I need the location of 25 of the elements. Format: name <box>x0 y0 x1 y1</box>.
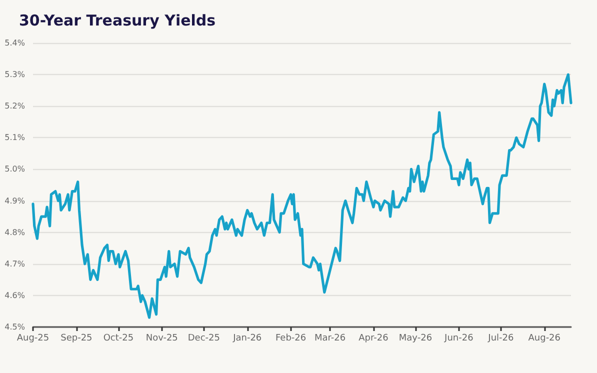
x-tick-label: Apr-26 <box>358 334 389 344</box>
y-tick-label: 4.6% <box>4 290 26 300</box>
y-tick-label: 4.5% <box>4 322 26 332</box>
x-tick-label: Mar-26 <box>314 334 346 344</box>
chart-title: 30-Year Treasury Yields <box>19 12 216 30</box>
y-tick-label: 4.8% <box>4 228 26 237</box>
y-tick-label: 5.3% <box>4 70 26 80</box>
y-tick-label: 4.7% <box>4 259 26 268</box>
y-tick-label: 5.4% <box>4 38 26 48</box>
y-tick-label: 5.2% <box>4 102 26 111</box>
x-tick-label: Jul-26 <box>487 334 514 344</box>
y-tick-label: 4.9% <box>4 196 26 206</box>
x-tick-label: Dec-25 <box>188 334 220 344</box>
y-tick-label: 5.0% <box>4 164 26 174</box>
x-tick-label: Feb-26 <box>275 334 306 344</box>
x-tick-label: Jun-26 <box>444 334 474 344</box>
x-tick-label: Aug-25 <box>16 334 50 344</box>
line-series <box>32 73 572 319</box>
x-tick-label: Oct-25 <box>103 334 134 344</box>
x-tick-label: May-26 <box>398 334 432 344</box>
x-tick-label: Nov-25 <box>146 334 178 344</box>
y-tick-label: 5.1% <box>4 133 26 142</box>
x-tick-label: Jan-26 <box>232 334 262 344</box>
x-tick-label: Sep-25 <box>60 334 92 344</box>
x-tick-label: Aug-26 <box>528 334 561 344</box>
